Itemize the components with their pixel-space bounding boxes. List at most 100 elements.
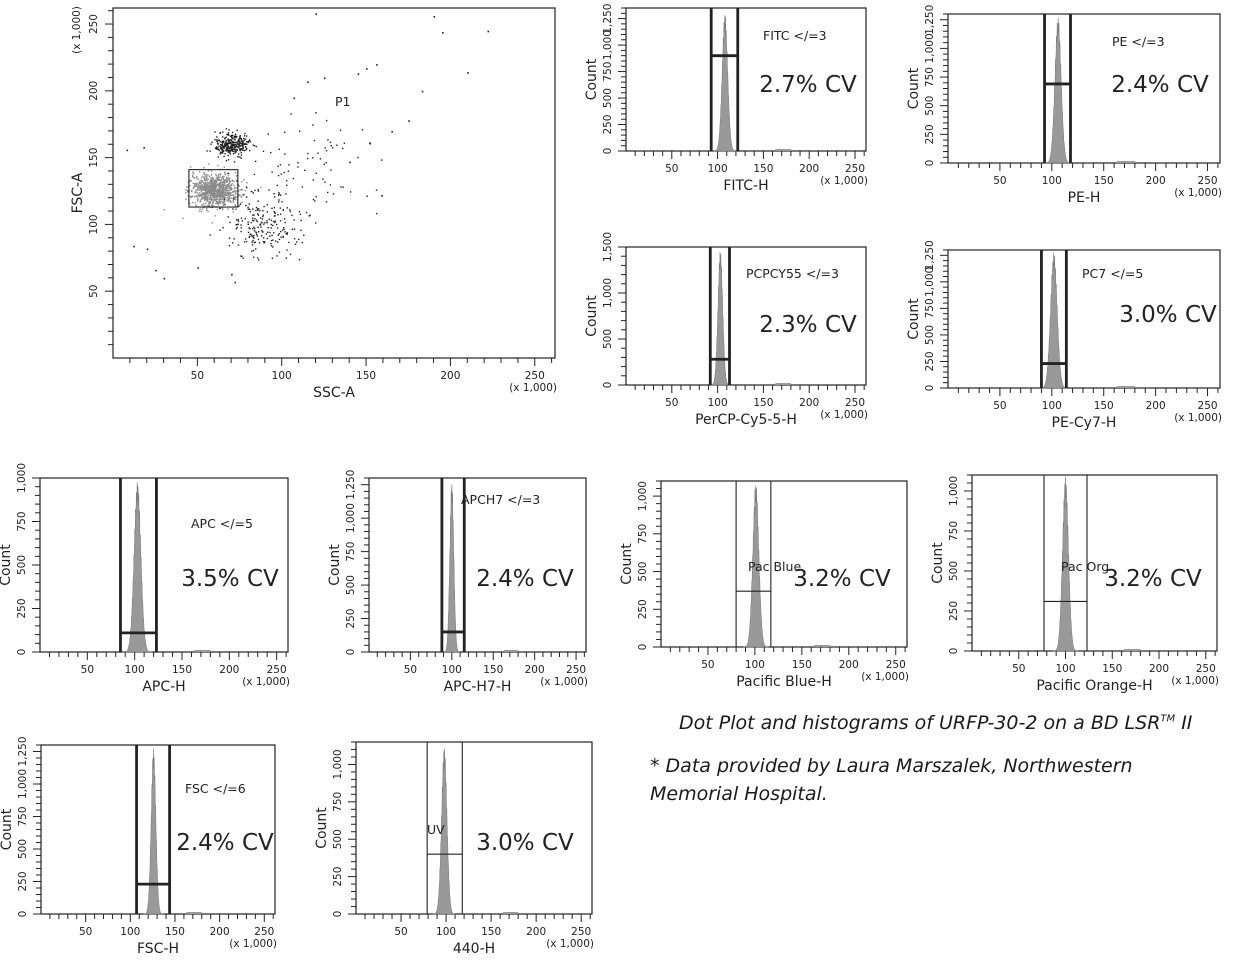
dot-plot-event-dot: [226, 148, 228, 151]
dot-plot-event-dot: [224, 203, 226, 206]
dot-plot-event-dot: [219, 194, 221, 197]
dot-plot-event-dot: [218, 191, 221, 193]
apch7-x-tick-label: 50: [404, 664, 417, 676]
dot-plot-event-dot: [223, 200, 225, 202]
dot-plot-event-dot: [230, 186, 232, 189]
dot-plot-event-dot: [214, 185, 216, 188]
dot-plot-event-dot: [210, 197, 212, 199]
dot-plot-event-dot: [192, 171, 194, 173]
dot-plot-event-dot: [271, 171, 273, 173]
dot-plot-event-dot: [203, 183, 205, 186]
dot-plot-event-dot: [206, 179, 208, 182]
dot-plot-event-dot: [229, 197, 231, 200]
dot-plot-event-dot: [218, 207, 221, 210]
dot-plot-event-dot: [206, 195, 209, 198]
dot-plot-event-dot: [239, 141, 241, 143]
dot-plot-event-dot: [220, 151, 222, 154]
dot-plot-event-dot: [209, 205, 211, 208]
dot-plot-event-dot: [263, 223, 265, 225]
dot-plot-event-dot: [242, 194, 244, 196]
dot-plot-event-dot: [253, 226, 255, 228]
dot-plot-outlier-dot: [467, 72, 469, 74]
dot-plot-event-dot: [232, 153, 235, 155]
dot-plot-event-dot: [215, 186, 217, 189]
pacblue-histogram-peak: [742, 485, 769, 648]
uv-x-tick-label: 200: [526, 926, 546, 938]
dot-plot-event-dot: [228, 150, 231, 153]
percp-histogram-minor-bump: [775, 383, 791, 385]
dot-plot-event-dot: [221, 196, 223, 198]
dot-plot-event-dot: [225, 150, 227, 152]
dot-plot-event-dot: [279, 164, 282, 166]
dot-plot-event-dot: [250, 221, 252, 224]
dot-plot-event-dot: [238, 143, 240, 146]
dot-plot-event-dot: [303, 234, 305, 237]
dot-plot-event-dot: [239, 136, 241, 138]
dot-plot-event-dot: [201, 181, 203, 184]
dot-plot-event-dot: [204, 175, 206, 177]
dot-plot-event-dot: [327, 139, 329, 141]
dot-plot-event-dot: [253, 173, 256, 176]
dot-plot-event-dot: [201, 175, 204, 178]
pc7-y-tick-label: 750: [924, 298, 936, 318]
dot-plot-event-dot: [214, 215, 216, 217]
dot-plot-event-dot: [228, 179, 231, 181]
dot-plot-event-dot: [291, 228, 294, 231]
dot-plot-event-dot: [312, 157, 314, 159]
dot-plot-gate-label: P1: [335, 94, 351, 109]
dot-plot-event-dot: [319, 158, 322, 160]
dot-plot-event-dot: [325, 150, 328, 152]
dot-plot-event-dot: [274, 240, 277, 242]
dot-plot-event-dot: [229, 193, 231, 195]
dot-plot-event-dot: [215, 190, 218, 193]
dot-plot-event-dot: [224, 200, 226, 203]
dot-plot-event-dot: [293, 237, 296, 240]
dot-plot-event-dot: [195, 204, 197, 207]
dot-plot-event-dot: [284, 153, 286, 155]
dot-plot-event-dot: [273, 215, 276, 217]
dot-plot-event-dot: [277, 201, 280, 203]
dot-plot-event-dot: [249, 227, 251, 230]
apc-y-axis-label: Count: [0, 544, 14, 586]
dot-plot-event-dot: [217, 184, 220, 186]
dot-plot-event-dot: [233, 197, 236, 199]
apc-y-tick-label: 0: [16, 649, 28, 656]
dot-plot-event-dot: [274, 220, 277, 222]
dot-plot-event-dot: [270, 243, 272, 245]
dot-plot-event-dot: [205, 196, 207, 199]
dot-plot-event-dot: [293, 219, 295, 221]
dot-plot-event-dot: [215, 190, 217, 193]
dot-plot-event-dot: [235, 137, 237, 139]
apch7-x-tick-label: 150: [483, 664, 503, 676]
dot-plot-event-dot: [222, 182, 224, 184]
dot-plot-event-dot: [229, 153, 232, 155]
dot-plot-event-dot: [215, 147, 218, 150]
dot-plot-event-dot: [257, 200, 259, 202]
dot-plot-outlier-dot: [421, 90, 424, 93]
pacorange-y-tick-label: 750: [948, 521, 960, 541]
dot-plot-event-dot: [215, 194, 218, 196]
dot-plot-event-dot: [211, 202, 214, 205]
dot-plot-event-dot: [237, 194, 240, 196]
dot-plot-event-dot: [218, 195, 220, 198]
uv-x-tick-label: 50: [394, 926, 407, 938]
dot-plot-event-dot: [218, 139, 221, 142]
dot-plot-event-dot: [224, 179, 227, 181]
dot-plot-event-dot: [237, 143, 240, 145]
dot-plot-event-dot: [217, 176, 219, 179]
dot-plot-event-dot: [227, 147, 229, 149]
percp-x-tick-label: 150: [753, 397, 773, 409]
dot-plot-x-tick-label: 150: [356, 370, 376, 382]
dot-plot-event-dot: [203, 193, 205, 195]
pacorange-y-tick-label: 1,000: [948, 476, 960, 506]
dot-plot-event-dot: [194, 183, 196, 185]
uv-histogram-minor-bump: [502, 912, 519, 914]
dot-plot-event-dot: [266, 237, 268, 240]
pc7-y-tick-label: 1,250: [924, 240, 936, 270]
dot-plot-event-dot: [210, 143, 212, 145]
dot-plot-event-dot: [247, 208, 249, 210]
dot-plot-event-dot: [198, 210, 201, 213]
dot-plot-event-dot: [211, 205, 213, 207]
dot-plot-event-dot: [195, 195, 197, 197]
dot-plot-event-dot: [261, 218, 264, 220]
